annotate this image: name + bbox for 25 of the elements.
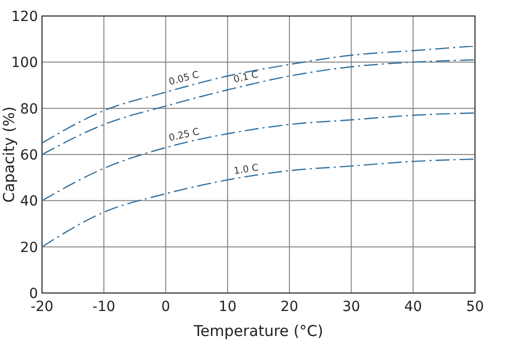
y-axis-title: Capacity (%) — [0, 106, 18, 203]
y-tick-label: 0 — [29, 286, 38, 302]
line-series — [41, 59, 476, 156]
text: 0.05 C — [168, 69, 201, 88]
y-tick-label: 100 — [11, 55, 38, 72]
x-tick-label: 50 — [466, 299, 484, 315]
y-tick-label: 40 — [20, 194, 38, 210]
text: 0.25 C — [168, 126, 201, 144]
text: 0.1 C — [232, 69, 260, 86]
y-tick-label: 60 — [20, 148, 38, 164]
x-tick-label: 0 — [161, 299, 170, 315]
line-series — [41, 158, 476, 248]
x-tick-label: -20 — [30, 299, 54, 315]
y-tick-label: 120 — [11, 9, 38, 25]
y-tick-label: 20 — [20, 240, 38, 256]
x-axis-title: Temperature (°C) — [192, 322, 324, 340]
x-tick-label: 20 — [280, 299, 298, 315]
line-series — [41, 112, 476, 202]
line-series — [41, 45, 476, 144]
x-tick-label: 30 — [342, 299, 360, 315]
x-tick-label: 40 — [404, 299, 422, 315]
x-tick-label: -10 — [92, 299, 116, 315]
y-tick-label: 80 — [20, 101, 38, 118]
text: 1.0 C — [233, 162, 260, 178]
x-tick-label: 10 — [218, 299, 236, 315]
